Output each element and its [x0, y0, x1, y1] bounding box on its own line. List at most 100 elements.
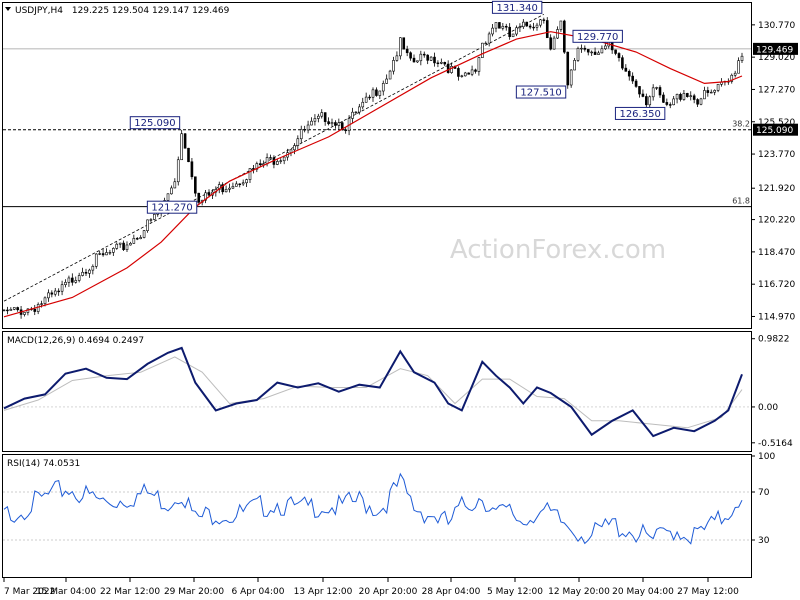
fib-label-61.8: 61.8: [732, 197, 750, 206]
candle-body: [12, 307, 16, 310]
candle-body: [419, 53, 423, 62]
candle-body: [204, 192, 207, 201]
candle-body: [446, 63, 450, 73]
candle-body: [539, 19, 542, 26]
candle-body: [563, 20, 566, 53]
macd-signal-line: [3, 356, 743, 429]
price-label-text: 125.090: [134, 118, 175, 129]
candle-body: [166, 193, 170, 201]
candle-body: [392, 60, 395, 72]
candle-body: [299, 129, 303, 140]
candle-body: [436, 62, 440, 64]
candle-body: [33, 308, 37, 312]
time-tick-label: 29 Mar 20:00: [164, 587, 224, 597]
candle-body: [139, 237, 142, 240]
last-price-tag: 129.469: [756, 45, 793, 55]
candle-body: [709, 91, 713, 94]
candle-body: [586, 49, 590, 53]
candle-body: [682, 93, 686, 100]
level-tag-125-bg: [753, 123, 798, 136]
candle-body: [556, 29, 559, 39]
candle-body: [47, 292, 50, 299]
candle-body: [477, 57, 481, 72]
candle-body: [125, 244, 129, 250]
candle-body: [617, 53, 621, 59]
candle-body: [146, 219, 149, 231]
candle-body: [105, 252, 108, 256]
rsi-pane-frame: [2, 454, 752, 578]
price-tick-label: 130.770: [758, 21, 795, 31]
time-tick-label: 6 Apr 04:00: [232, 587, 285, 597]
candle-body: [378, 90, 382, 96]
candle-body: [252, 168, 255, 170]
candle-body: [467, 72, 470, 75]
candle-body: [94, 253, 98, 267]
candle-body: [576, 48, 580, 61]
price-tick-label: 114.970: [758, 312, 795, 322]
candle-body: [129, 243, 132, 246]
candle-body: [74, 280, 78, 283]
candle-body: [481, 42, 484, 58]
candle-body: [235, 183, 238, 187]
candle-body: [296, 138, 300, 146]
candle-body: [64, 282, 67, 286]
candle-body: [9, 309, 13, 311]
candle-body: [600, 48, 604, 54]
candle-body: [655, 87, 658, 89]
candle-body: [730, 74, 734, 82]
candle-body: [358, 106, 361, 113]
time-tick-label: 27 May 12:00: [677, 587, 739, 597]
candle-body: [67, 277, 71, 283]
candle-body: [112, 248, 115, 253]
candle-body: [422, 53, 426, 56]
fib-label-38.2: 38.2: [732, 120, 750, 129]
candle-body: [549, 37, 552, 50]
candle-body: [522, 21, 525, 28]
candle-body: [409, 52, 412, 59]
candle-body: [224, 188, 228, 193]
candle-body: [405, 48, 409, 54]
candle-body: [310, 120, 313, 126]
candle-body: [98, 253, 101, 255]
candle-body: [658, 87, 662, 96]
candle-body: [344, 129, 347, 132]
candle-body: [716, 83, 720, 91]
candle-body: [440, 62, 443, 64]
candle-body: [692, 95, 696, 100]
candle-body: [580, 47, 583, 50]
candle-body: [50, 292, 54, 295]
candle-body: [474, 69, 477, 72]
candle-body: [593, 51, 597, 55]
price-label-text: 129.770: [577, 32, 618, 43]
candle-body: [313, 118, 317, 122]
price-tick-label: 127.270: [758, 85, 795, 95]
candle-body: [320, 112, 324, 117]
candle-body: [672, 98, 675, 106]
candle-body: [412, 57, 416, 63]
price-label-text: 126.350: [619, 109, 660, 120]
candle-body: [142, 230, 146, 238]
candle-body: [621, 57, 624, 69]
candle-body: [303, 129, 306, 131]
price-tick-label: 123.770: [758, 150, 795, 160]
candle-body: [351, 111, 354, 119]
candle-body: [689, 95, 693, 97]
candle-body: [317, 115, 320, 119]
price-label-text: 121.270: [151, 203, 192, 214]
time-tick-label: 20 Apr 20:00: [359, 587, 418, 597]
candle-body: [402, 37, 406, 50]
candle-body: [641, 93, 645, 97]
candle-body: [60, 284, 64, 292]
dropdown-triangle-icon[interactable]: [5, 7, 11, 11]
time-tick-label: 7 Mar 2022: [4, 587, 55, 597]
macd-line: [3, 346, 743, 438]
candle-body: [170, 187, 173, 195]
rsi-tick-label: 100: [758, 452, 775, 462]
candle-body: [590, 51, 593, 54]
candle-body: [463, 72, 467, 77]
candle-body: [648, 96, 652, 106]
candle-body: [545, 20, 549, 39]
macd-pane-frame: [2, 331, 752, 452]
candle-body: [525, 21, 529, 27]
candle-body: [737, 60, 740, 74]
